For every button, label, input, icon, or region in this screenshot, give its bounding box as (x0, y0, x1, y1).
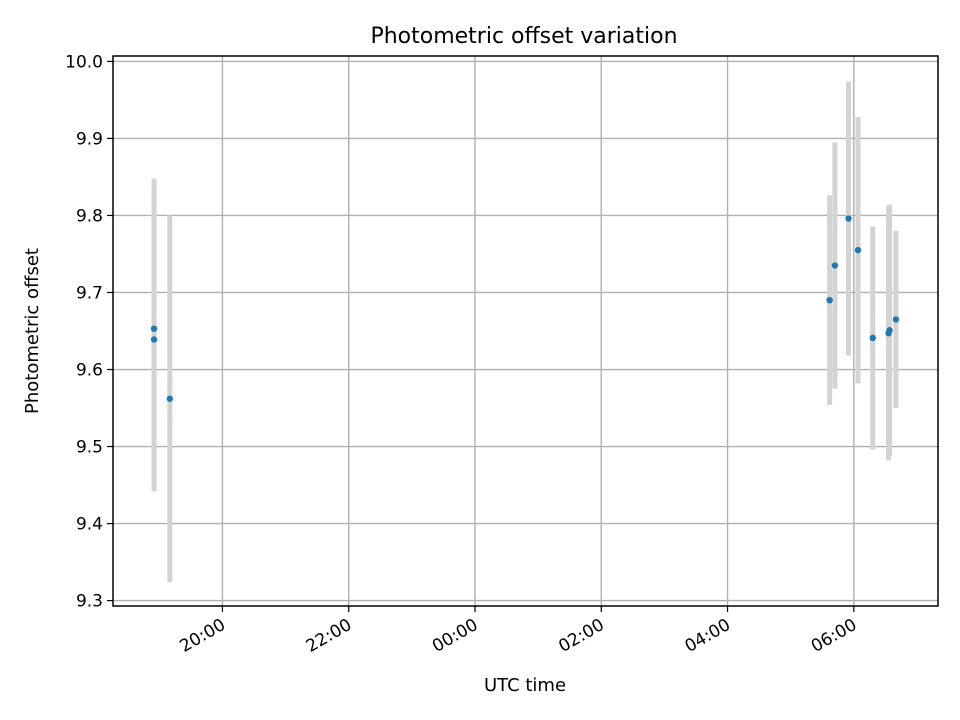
y-tick-label: 9.5 (76, 438, 103, 458)
y-tick-label: 9.3 (76, 592, 103, 612)
data-point (854, 246, 862, 254)
y-tick-label: 9.6 (76, 361, 103, 381)
y-axis-label: Photometric offset (22, 248, 43, 414)
y-tick-label: 9.4 (76, 515, 103, 535)
data-point (845, 215, 852, 222)
data-point (892, 316, 900, 323)
chart-title: Photometric offset variation (370, 24, 677, 49)
data-point (869, 334, 876, 342)
y-tick-label: 9.9 (76, 129, 103, 149)
x-axis-label: UTC time (484, 675, 566, 696)
data-points (150, 215, 900, 402)
data-point (150, 336, 158, 343)
y-tick-label: 10.0 (65, 52, 103, 72)
plot-frame (112, 55, 939, 607)
data-point (166, 395, 174, 402)
y-axis-ticks: 9.3 9.4 9.5 9.6 9.7 9.8 9.9 10.0 (65, 52, 113, 612)
data-point (826, 296, 833, 304)
y-tick-label: 9.7 (76, 283, 103, 303)
y-tick-label: 9.8 (76, 206, 103, 226)
data-point (831, 262, 839, 269)
data-point (886, 327, 893, 334)
grid-lines (113, 56, 938, 606)
data-point (150, 325, 158, 332)
